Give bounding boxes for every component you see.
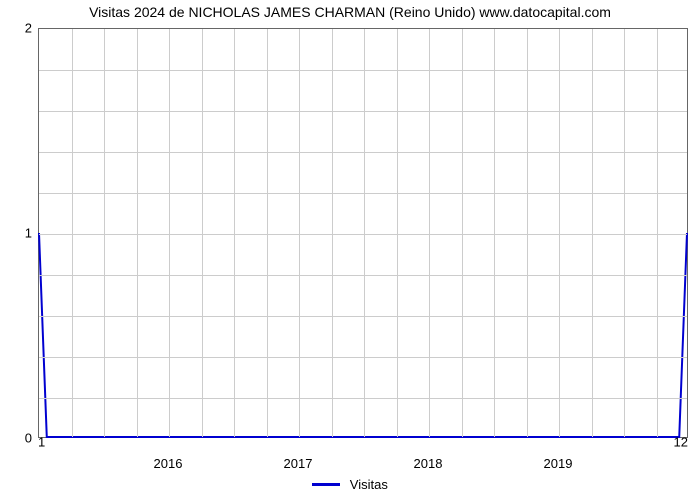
- secondary-left-label: 1: [38, 435, 45, 450]
- legend-label: Visitas: [350, 477, 388, 492]
- chart-title: Visitas 2024 de NICHOLAS JAMES CHARMAN (…: [0, 4, 700, 20]
- plot-area: [38, 28, 688, 438]
- gridline-vertical: [559, 29, 560, 437]
- y-tick-label: 0: [8, 431, 32, 446]
- gridline-vertical: [332, 29, 333, 437]
- gridline-vertical: [624, 29, 625, 437]
- gridline-vertical: [137, 29, 138, 437]
- gridline-vertical: [592, 29, 593, 437]
- gridline-vertical: [429, 29, 430, 437]
- gridline-vertical: [397, 29, 398, 437]
- gridline-vertical: [267, 29, 268, 437]
- gridline-vertical: [657, 29, 658, 437]
- gridline-vertical: [169, 29, 170, 437]
- gridline-vertical: [299, 29, 300, 437]
- gridline-vertical: [72, 29, 73, 437]
- gridline-vertical: [462, 29, 463, 437]
- gridline-vertical: [202, 29, 203, 437]
- x-tick-label: 2017: [284, 456, 313, 471]
- legend-swatch: [312, 483, 340, 486]
- secondary-right-label: 12: [664, 435, 688, 450]
- chart-container: Visitas 2024 de NICHOLAS JAMES CHARMAN (…: [0, 0, 700, 500]
- x-tick-label: 2018: [414, 456, 443, 471]
- gridline-vertical: [494, 29, 495, 437]
- legend: Visitas: [0, 476, 700, 492]
- x-tick-label: 2019: [544, 456, 573, 471]
- y-tick-label: 2: [8, 21, 32, 36]
- gridline-vertical: [234, 29, 235, 437]
- x-tick-label: 2016: [154, 456, 183, 471]
- gridline-vertical: [527, 29, 528, 437]
- y-tick-label: 1: [8, 226, 32, 241]
- gridline-vertical: [364, 29, 365, 437]
- gridline-vertical: [104, 29, 105, 437]
